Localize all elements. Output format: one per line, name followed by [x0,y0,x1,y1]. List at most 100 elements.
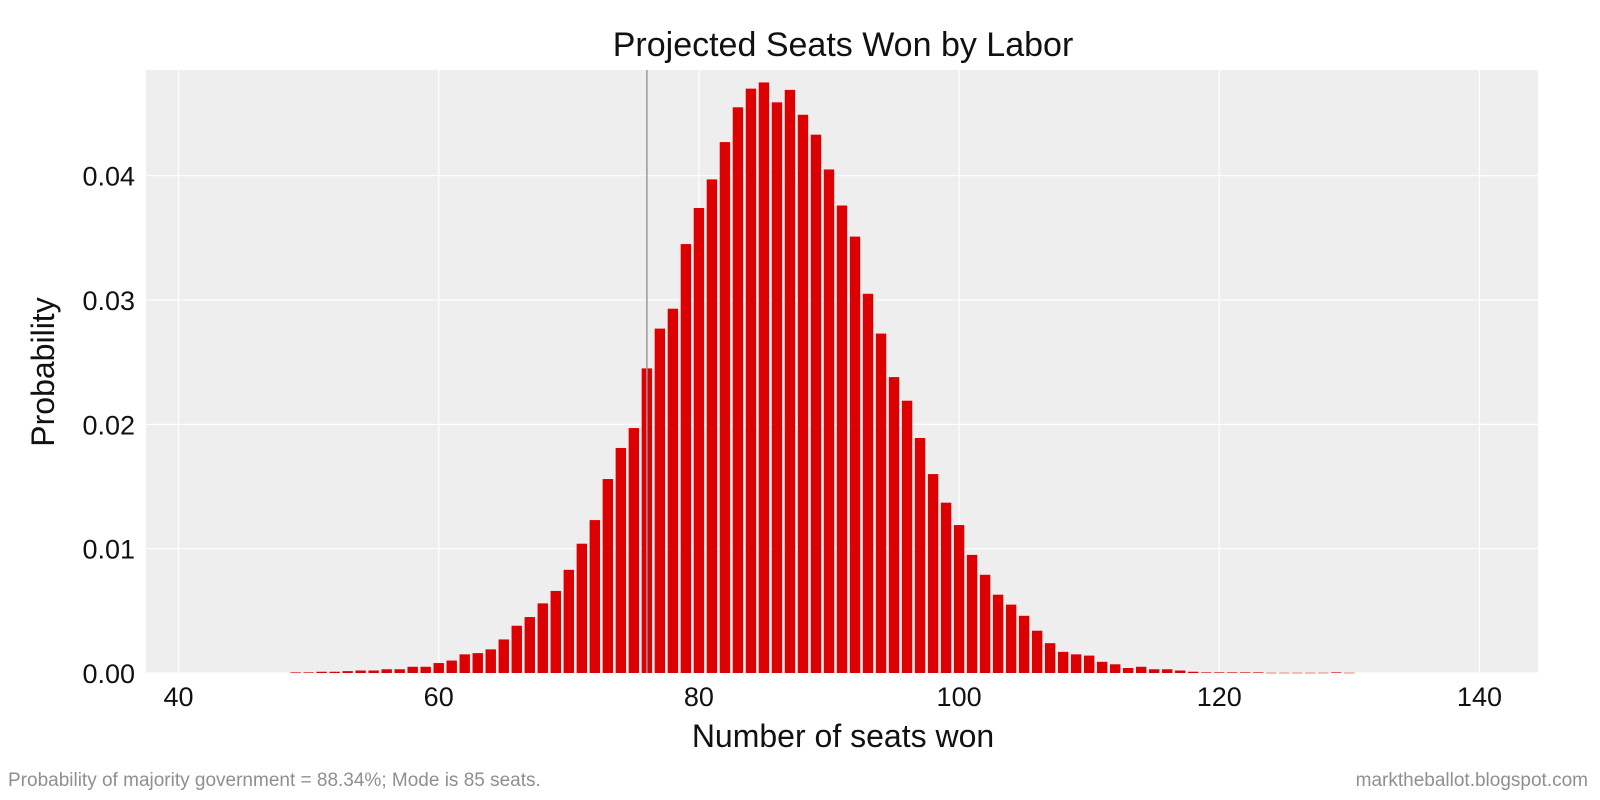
bar [290,672,301,673]
footnote-majority: Probability of majority government = 88.… [8,770,541,791]
y-tick-label: 0.04 [82,162,135,192]
bar [1109,664,1121,673]
bar [355,670,366,673]
x-tick-label: 140 [1457,682,1502,712]
bar [1031,630,1043,673]
bar [472,653,483,673]
bar [836,205,848,673]
bar [719,142,731,674]
bar [992,594,1004,673]
bars [290,82,1355,674]
bar [1344,672,1355,674]
bar [1123,668,1134,673]
bar [680,244,692,673]
y-axis-label: Probability [25,297,61,446]
bar [1253,672,1264,673]
bar [732,107,744,674]
bar [1292,672,1303,674]
bar [1162,669,1173,673]
y-tick-labels: 0.00 0.01 0.02 0.03 0.04 [82,162,135,689]
y-tick-label: 0.02 [82,410,135,440]
bar [433,663,444,673]
x-axis-label: Number of seats won [692,718,994,754]
bar [511,625,522,673]
x-tick-label: 100 [937,682,982,712]
bar [1044,643,1056,673]
bar [953,525,965,673]
bar [940,502,952,673]
bar [1279,672,1290,674]
bar [381,669,392,673]
bar [849,236,861,674]
bar [927,474,939,673]
bar [1188,671,1199,673]
bar [368,670,379,673]
bar [823,169,835,673]
bar [979,574,991,673]
bar [1175,670,1186,673]
bar [1149,669,1160,673]
y-tick-label: 0.00 [82,659,135,689]
bar [628,428,640,673]
x-tick-label: 120 [1197,682,1242,712]
bar [537,603,548,673]
bar [576,543,588,673]
bar [1096,661,1108,673]
bar [862,293,874,673]
footnote-source: marktheballot.blogspot.com [1355,770,1588,791]
bar [1227,672,1238,673]
bar [303,672,314,673]
bar [1331,672,1342,673]
bar [654,328,666,673]
bar [784,89,796,674]
bar [1057,651,1069,673]
bar [498,639,509,673]
bar [329,671,340,673]
x-tick-labels: 40 60 80 100 120 140 [163,682,1501,712]
bar [615,447,627,673]
x-tick-label: 60 [424,682,454,712]
bar [420,666,431,673]
bar [316,671,327,673]
bar [446,660,457,673]
bar [875,333,887,673]
chart-title: Projected Seats Won by Labor [613,26,1074,64]
bar [459,654,470,673]
bar [745,88,757,674]
bar [706,179,718,673]
bar [1201,672,1212,673]
x-tick-label: 80 [684,682,714,712]
bar [1136,666,1147,673]
bar [1305,672,1316,674]
y-tick-label: 0.01 [82,535,135,565]
x-tick-label: 40 [163,682,193,712]
bar [914,438,926,673]
bar [1005,604,1017,673]
bar [1240,672,1251,673]
bar [589,520,601,673]
bar [693,208,705,674]
bar [524,617,535,673]
bar [407,666,418,673]
bar [602,479,614,673]
bar [485,649,496,673]
bar [888,377,900,673]
bar [1070,654,1082,673]
bar [563,569,575,673]
bar [342,671,353,673]
bar [966,554,978,673]
bar [1018,615,1030,673]
bar [758,82,770,674]
bar [1266,672,1277,674]
bar [771,102,783,673]
bar [394,669,405,673]
bar [797,114,809,673]
y-tick-label: 0.03 [82,286,135,316]
bar [1318,672,1329,674]
bar [667,308,679,673]
bar [1083,655,1095,673]
bar [1214,672,1225,673]
bar [810,134,822,673]
bar [550,590,561,673]
